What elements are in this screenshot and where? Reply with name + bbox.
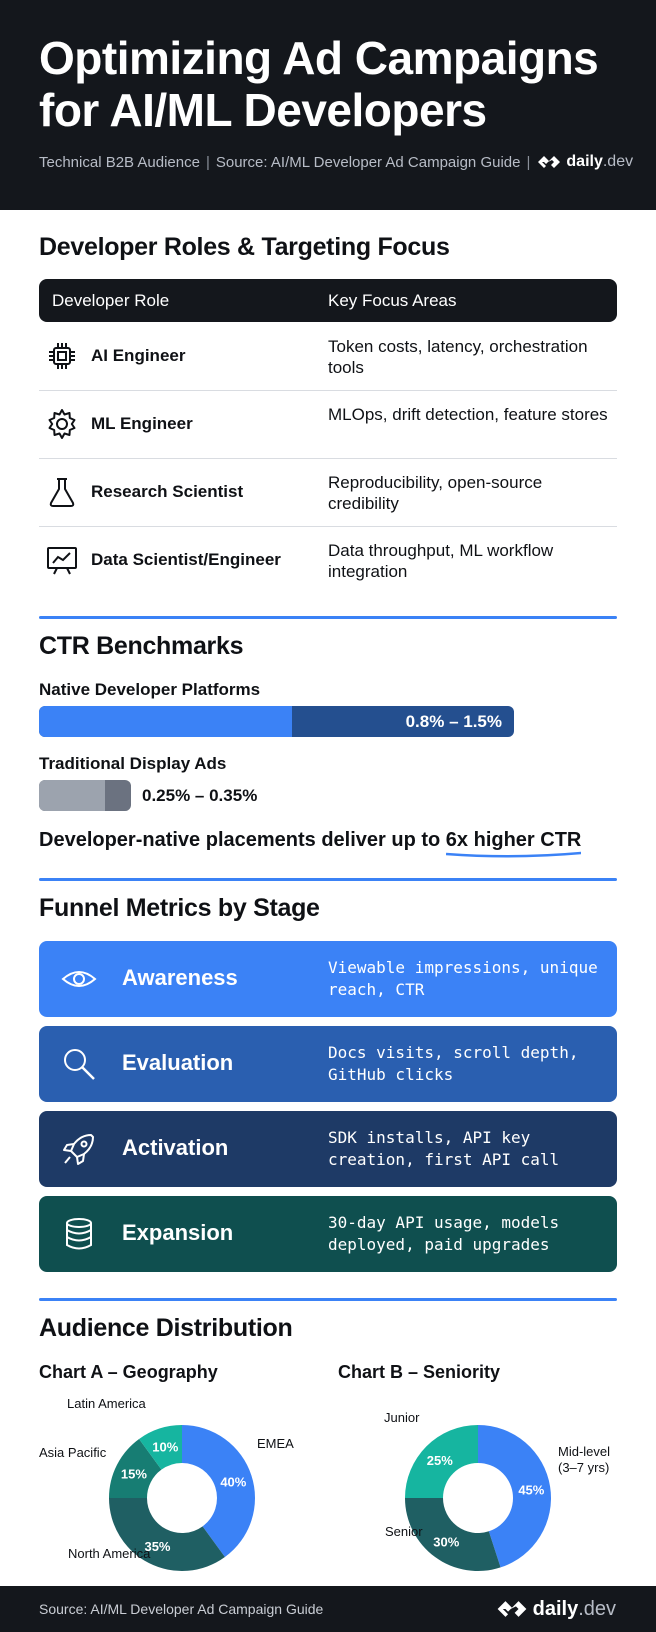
section-divider <box>39 878 617 881</box>
role-focus: Data throughput, ML workflow integration <box>328 541 554 581</box>
search-icon <box>64 1049 95 1080</box>
role-name: AI Engineer <box>91 346 186 365</box>
pie-category-label: Asia Pacific <box>39 1445 107 1460</box>
role-focus: Token costs, latency, orchestration tool… <box>328 337 588 377</box>
logo-suffix: .dev <box>602 153 634 170</box>
ctr-callout: Developer-native placements deliver up t… <box>39 829 582 858</box>
pie-slice-value: 35% <box>144 1539 170 1554</box>
pie-category-label: Senior <box>385 1524 423 1539</box>
chart-a-title: Chart A – Geography <box>39 1362 218 1382</box>
stage-metrics: Viewable impressions, unique reach, CTR <box>328 958 598 999</box>
gear-icon <box>48 409 76 439</box>
pie-slice-value: 45% <box>518 1483 544 1498</box>
native-ctr-range: 0.8% – 1.5% <box>405 712 502 731</box>
page-title: Optimizing Ad Campaigns for AI/ML Develo… <box>39 32 599 136</box>
section-divider <box>39 616 617 619</box>
pie-slice <box>109 1498 225 1571</box>
table-row: Research Scientist Reproducibility, open… <box>39 458 617 527</box>
flask-icon <box>49 478 75 507</box>
role-focus: Reproducibility, open-source credibility <box>328 473 543 513</box>
display-ads-label: Traditional Display Ads <box>39 754 227 773</box>
funnel-stage-activation: Activation SDK installs, API key creatio… <box>39 1111 617 1187</box>
pie-category-label: North America <box>68 1546 151 1561</box>
pie-category-label: EMEA <box>257 1436 294 1451</box>
roles-table-header: Developer Role Key Focus Areas <box>39 279 617 322</box>
display-ctr-bar-fill <box>39 780 105 811</box>
stage-name: Awareness <box>122 965 238 990</box>
display-ctr-bar <box>39 780 131 811</box>
pie-slice-value: 40% <box>220 1474 246 1489</box>
section-divider <box>39 1298 617 1301</box>
subtitle-audience: Technical B2B Audience <box>39 153 200 171</box>
table-row: Data Scientist/Engineer Data throughput,… <box>39 526 617 594</box>
role-name: Data Scientist/Engineer <box>91 550 281 569</box>
subtitle: Technical B2B Audience | Source: AI/ML D… <box>39 153 633 171</box>
pie-slice-value: 30% <box>433 1535 459 1550</box>
stage-name: Activation <box>122 1135 229 1160</box>
stage-metrics: Docs visits, scroll depth, GitHub clicks <box>328 1043 579 1084</box>
col-role-header: Developer Role <box>52 291 170 310</box>
pie-slice-value: 15% <box>121 1466 147 1481</box>
pie-slice-value: 25% <box>427 1453 453 1468</box>
footer: Source: AI/ML Developer Ad Campaign Guid… <box>0 1586 656 1632</box>
chart-b-title: Chart B – Seniority <box>338 1362 501 1382</box>
roles-section-title: Developer Roles & Targeting Focus <box>39 233 450 261</box>
callout-highlight-text: 6x higher CTR <box>445 829 582 851</box>
pie-category-label: Junior <box>384 1410 420 1425</box>
pie-slice <box>478 1425 551 1568</box>
daily-dev-logo: daily .dev <box>495 1597 616 1621</box>
subtitle-source: Source: AI/ML Developer Ad Campaign Guid… <box>215 153 521 171</box>
subtitle-separator: | <box>526 153 531 171</box>
table-row: ML Engineer MLOps, drift detection, feat… <box>39 390 617 459</box>
ctr-section-title: CTR Benchmarks <box>39 632 244 660</box>
daily-dev-logo: daily .dev <box>536 153 633 171</box>
funnel-stage-expansion: Expansion 30-day API usage, models deplo… <box>39 1196 617 1272</box>
daily-dev-logo-icon <box>497 1601 526 1617</box>
highlight-underline <box>445 851 582 858</box>
pie-category-label: Latin America <box>67 1396 147 1411</box>
role-focus: MLOps, drift detection, feature stores <box>328 405 608 424</box>
pie-slice <box>139 1425 182 1470</box>
display-ctr-range: 0.25% – 0.35% <box>142 786 258 805</box>
stage-name: Expansion <box>122 1220 234 1245</box>
pie-slice <box>109 1438 162 1498</box>
pie-slice-value: 10% <box>152 1440 178 1455</box>
callout-text: Developer-native placements deliver up t… <box>39 829 446 851</box>
native-ctr-bar-fill <box>39 706 293 737</box>
chip-icon <box>49 343 75 369</box>
pie-slice <box>405 1425 478 1498</box>
daily-dev-logo-icon <box>538 156 561 168</box>
stage-name: Evaluation <box>122 1050 234 1075</box>
role-name: Research Scientist <box>91 482 244 501</box>
table-row: AI Engineer Token costs, latency, orches… <box>39 322 617 391</box>
logo-name: daily <box>532 1597 579 1620</box>
stage-metrics: 30-day API usage, models deployed, paid … <box>328 1213 560 1254</box>
pie-slice <box>405 1498 501 1571</box>
funnel-stage-evaluation: Evaluation Docs visits, scroll depth, Gi… <box>39 1026 617 1102</box>
database-icon <box>66 1218 92 1250</box>
pie-slice <box>182 1425 255 1558</box>
callout-highlight: 6x higher CTR <box>445 829 582 858</box>
eye-icon <box>61 971 97 987</box>
stage-metrics: SDK installs, API key creation, first AP… <box>328 1128 560 1169</box>
logo-suffix: .dev <box>578 1597 616 1620</box>
pie-category-label: Mid-level (3–7 yrs) <box>558 1444 610 1475</box>
funnel-stage-awareness: Awareness Viewable impressions, unique r… <box>39 941 617 1017</box>
subtitle-separator: | <box>205 153 210 171</box>
audience-section-title: Audience Distribution <box>39 1314 293 1342</box>
logo-name: daily <box>566 153 603 170</box>
native-platforms-label: Native Developer Platforms <box>39 680 261 699</box>
native-ctr-bar: 0.8% – 1.5% <box>39 706 514 737</box>
footer-source: Source: AI/ML Developer Ad Campaign Guid… <box>39 1601 324 1617</box>
role-name: ML Engineer <box>91 414 193 433</box>
rocket-icon <box>63 1134 94 1165</box>
presentation-chart-icon <box>47 547 77 575</box>
funnel-section-title: Funnel Metrics by Stage <box>39 894 320 922</box>
audience-charts: 40% EMEA 35%North America 15% Asia Pacific 10… <box>39 1396 610 1571</box>
header: Optimizing Ad Campaigns for AI/ML Develo… <box>0 0 656 210</box>
col-focus-header: Key Focus Areas <box>328 291 457 310</box>
